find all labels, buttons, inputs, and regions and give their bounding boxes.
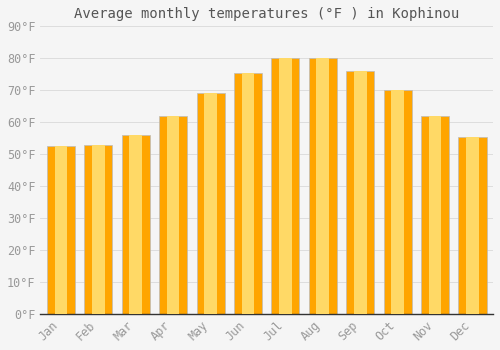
Bar [384,90,411,314]
Bar [167,116,179,314]
Bar [130,135,142,314]
Bar [234,72,262,314]
Bar [159,116,187,314]
Bar [316,58,329,314]
Bar [428,116,442,314]
Bar [242,72,254,314]
Bar [346,71,374,314]
Bar [122,135,150,314]
Bar [92,145,104,314]
Bar [204,93,217,314]
Title: Average monthly temperatures (°F ) in Kophinou: Average monthly temperatures (°F ) in Ko… [74,7,460,21]
Bar [196,93,224,314]
Bar [458,136,486,314]
Bar [392,90,404,314]
Bar [279,58,291,314]
Bar [309,58,337,314]
Bar [272,58,299,314]
Bar [466,136,479,314]
Bar [84,145,112,314]
Bar [47,146,75,314]
Bar [54,146,67,314]
Bar [354,71,366,314]
Bar [421,116,449,314]
